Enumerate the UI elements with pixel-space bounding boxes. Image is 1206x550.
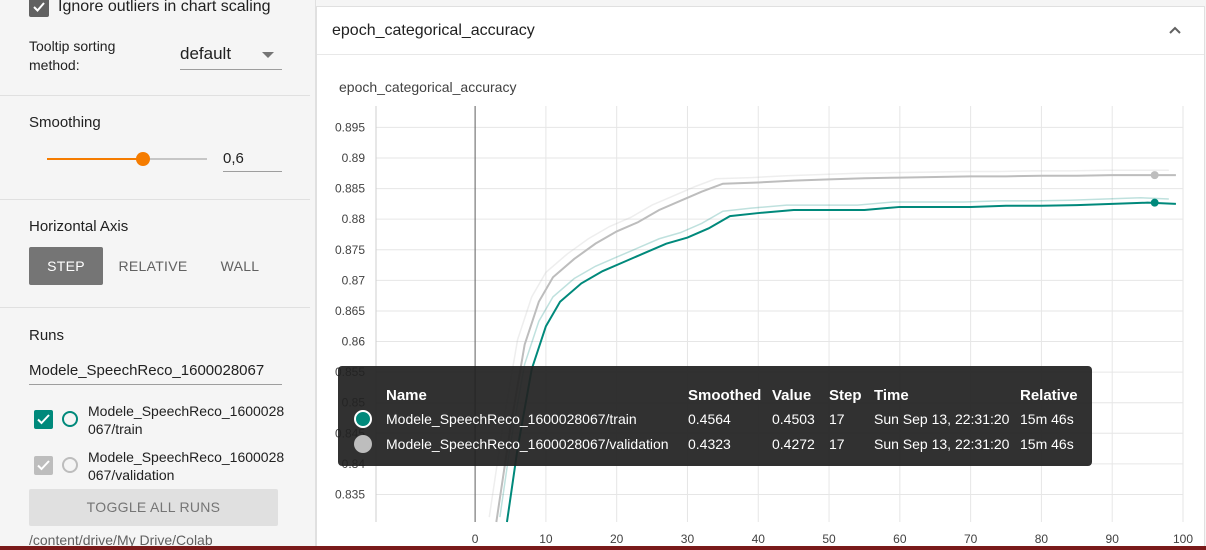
y-tick-label: 0.89 <box>342 151 366 165</box>
x-tick-label: 100 <box>1173 532 1193 546</box>
x-tick-label: 40 <box>752 532 766 546</box>
tooltip-validation-relative: 15m 46s <box>1020 436 1074 452</box>
y-tick-label: 0.88 <box>342 212 366 226</box>
chevron-up-icon[interactable] <box>1168 23 1182 37</box>
x-tick-label: 60 <box>893 532 907 546</box>
tooltip-train-smoothed: 0.4564 <box>688 411 731 427</box>
tooltip-validation-smoothed: 0.4323 <box>688 436 731 452</box>
x-tick-label: 10 <box>539 532 553 546</box>
series-endpoint-validation <box>1150 171 1159 180</box>
tooltip-validation-value: 0.4272 <box>772 436 815 452</box>
y-tick-label: 0.87 <box>342 273 366 287</box>
x-tick-label: 70 <box>964 532 978 546</box>
bottom-strip <box>0 546 1206 550</box>
tooltip-header-step: Step <box>829 387 862 404</box>
tooltip-train-value: 0.4503 <box>772 411 815 427</box>
tooltip-header-smoothed: Smoothed <box>688 387 762 404</box>
axis-wall-button[interactable]: WALL <box>220 258 260 274</box>
x-tick-label: 30 <box>681 532 695 546</box>
sidebar: Ignore outliers in chart scaling Tooltip… <box>0 0 316 550</box>
toggle-all-runs-button[interactable]: TOGGLE ALL RUNS <box>29 489 278 526</box>
ignore-outliers-label: Ignore outliers in chart scaling <box>58 0 271 15</box>
y-tick-label: 0.86 <box>342 335 366 349</box>
tooltip-header-time: Time <box>874 387 909 404</box>
chart-title: epoch_categorical_accuracy <box>339 79 517 95</box>
horizontal-axis-section: Horizontal Axis <box>0 200 310 308</box>
check-icon <box>37 414 50 425</box>
chevron-down-icon <box>262 52 274 58</box>
card-title: epoch_categorical_accuracy <box>332 22 535 39</box>
run-train-checkbox[interactable] <box>34 410 53 429</box>
y-tick-label: 0.865 <box>335 304 365 318</box>
x-tick-label: 20 <box>610 532 624 546</box>
x-tick-label: 80 <box>1035 532 1049 546</box>
tooltip-train-swatch <box>354 410 372 428</box>
horizontal-axis-label: Horizontal Axis <box>29 218 129 235</box>
smoothing-input[interactable]: 0,6 <box>223 144 282 172</box>
run-validation-checkbox[interactable] <box>34 456 53 475</box>
y-tick-label: 0.875 <box>335 243 365 257</box>
tooltip-train-relative: 15m 46s <box>1020 411 1074 427</box>
runs-label: Runs <box>29 327 65 344</box>
tooltip-train-step: 17 <box>829 411 845 427</box>
x-tick-label: 50 <box>822 532 836 546</box>
y-tick-label: 0.835 <box>335 487 365 501</box>
tooltip-sorting-label-2: method: <box>29 57 80 73</box>
tooltip-validation-time: Sun Sep 13, 22:31:20 <box>874 436 1010 452</box>
tooltip-validation-swatch <box>354 435 372 453</box>
ignore-outliers-checkbox[interactable] <box>29 0 49 17</box>
tooltip-header-name: Name <box>386 387 427 404</box>
runs-filter-input[interactable]: Modele_SpeechReco_1600028067 <box>29 356 282 385</box>
chart-options-section: Ignore outliers in chart scaling Tooltip… <box>0 0 310 96</box>
check-icon <box>37 460 50 471</box>
run-validation-radio[interactable] <box>62 457 78 473</box>
series-raw-line-train <box>499 197 1169 518</box>
tooltip-train-time: Sun Sep 13, 22:31:20 <box>874 411 1010 427</box>
series-line-validation <box>495 174 1176 523</box>
x-tick-label: 90 <box>1106 532 1120 546</box>
card-header[interactable]: epoch_categorical_accuracy <box>317 7 1204 55</box>
chart-tooltip: Name Smoothed Value Step Time Relative M… <box>338 366 1092 466</box>
tooltip-sorting-value: default <box>180 44 232 63</box>
y-tick-label: 0.895 <box>335 120 365 134</box>
axis-step-button[interactable]: STEP <box>29 247 103 285</box>
run-validation-label: Modele_SpeechReco_1600028067/validation <box>88 449 285 483</box>
smoothing-slider-thumb[interactable] <box>136 152 150 166</box>
series-line-train <box>505 201 1176 523</box>
log-path-text: /content/drive/My Drive/Colab <box>29 532 213 548</box>
smoothing-slider-fill <box>47 158 143 160</box>
tooltip-header-value: Value <box>772 387 812 404</box>
tooltip-sorting-dropdown[interactable]: default <box>180 42 282 70</box>
series-raw-line-validation <box>488 169 1169 518</box>
tooltip-header-relative: Relative <box>1020 387 1078 404</box>
tooltip-train-name: Modele_SpeechReco_1600028067/train <box>386 411 637 427</box>
axis-relative-button[interactable]: RELATIVE <box>118 258 188 274</box>
tooltip-validation-name: Modele_SpeechReco_1600028067/validation <box>386 436 669 452</box>
smoothing-label: Smoothing <box>29 114 101 131</box>
run-train-label: Modele_SpeechReco_1600028067/train <box>88 403 285 437</box>
tooltip-validation-step: 17 <box>829 436 845 452</box>
y-tick-label: 0.885 <box>335 182 365 196</box>
smoothing-section: Smoothing <box>0 96 310 200</box>
series-endpoint-train <box>1150 198 1159 207</box>
tooltip-sorting-label: Tooltip sorting <box>29 38 116 54</box>
check-icon <box>33 2 45 12</box>
run-train-radio[interactable] <box>62 411 78 427</box>
x-tick-label: 0 <box>472 532 479 546</box>
